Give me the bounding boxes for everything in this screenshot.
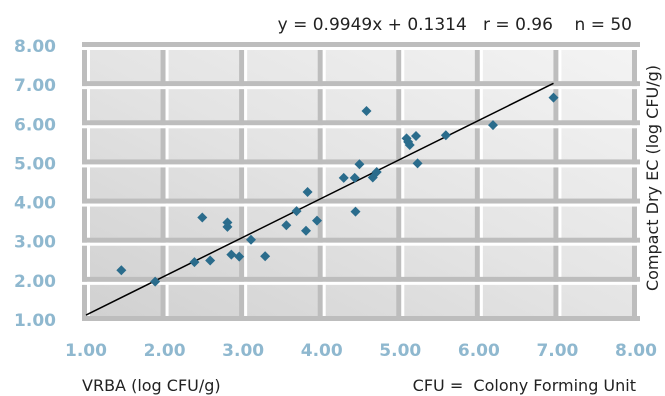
- gridline-vertical-shadow: [160, 46, 166, 322]
- gridline-vertical: [165, 46, 169, 322]
- y-tick-label: 4.00: [14, 194, 56, 214]
- data-points: [116, 92, 559, 287]
- gridline-horizontal-shadow: [82, 42, 640, 47]
- regression-stats: y = 0.9949x + 0.1314 r = 0.96 n = 50: [278, 15, 632, 35]
- gridline-vertical-shadow: [82, 46, 87, 322]
- data-point: [234, 251, 245, 262]
- y-tick-label: 1.00: [14, 311, 56, 331]
- y-tick-label: 5.00: [14, 154, 56, 174]
- x-tick-label: 1.00: [65, 341, 107, 361]
- gridline-horizontal: [82, 281, 640, 285]
- data-point: [226, 249, 237, 260]
- gridline-horizontal-shadow: [82, 237, 640, 243]
- data-point: [312, 215, 322, 226]
- data-point: [301, 225, 311, 236]
- data-point: [291, 206, 302, 217]
- gridline-vertical: [87, 46, 90, 322]
- x-tick-label: 7.00: [536, 341, 578, 361]
- data-point: [440, 130, 451, 141]
- gridline-vertical-shadow: [396, 46, 402, 322]
- footnote: CFU = Colony Forming Unit: [413, 376, 636, 395]
- gridline-horizontal: [82, 86, 640, 90]
- gridline-vertical: [401, 46, 405, 322]
- gridline-vertical: [637, 46, 640, 322]
- y-axis-label: Compact Dry EC (log CFU/g): [643, 65, 662, 291]
- gridline-vertical-shadow: [474, 46, 480, 322]
- data-point: [371, 167, 382, 178]
- gridline-vertical-shadow: [632, 46, 637, 322]
- x-tick-label: 5.00: [379, 341, 421, 361]
- y-tick-label: 6.00: [14, 115, 56, 135]
- data-point: [338, 172, 349, 183]
- gridline-horizontal: [82, 242, 640, 246]
- data-point: [412, 158, 423, 169]
- gridline-horizontal: [82, 203, 640, 207]
- x-tick-label: 2.00: [144, 341, 186, 361]
- y-tick-label: 3.00: [14, 233, 56, 253]
- x-tick-label: 6.00: [458, 341, 500, 361]
- x-tick-label: 3.00: [222, 341, 264, 361]
- data-point: [404, 140, 415, 151]
- gridline-vertical: [558, 46, 562, 322]
- data-point: [302, 187, 313, 198]
- gridline-horizontal: [82, 125, 640, 129]
- gridline-vertical-shadow: [239, 46, 245, 322]
- regression-line: [85, 82, 554, 316]
- gridline-vertical-shadow: [317, 46, 323, 322]
- data-point: [197, 212, 208, 223]
- gridline-horizontal: [82, 321, 640, 324]
- plot-area: [82, 46, 639, 321]
- data-point: [189, 257, 200, 268]
- gridline-horizontal-shadow: [82, 81, 640, 87]
- x-tick-label: 8.00: [615, 341, 657, 361]
- data-point: [488, 120, 498, 131]
- data-point: [222, 221, 233, 232]
- gridline-horizontal: [82, 47, 640, 50]
- data-point: [548, 92, 559, 103]
- y-tick-labels: 1.00 2.00 3.00 4.00 5.00 6.00 7.00 8.00: [14, 37, 56, 331]
- y-tick-label: 7.00: [14, 76, 56, 96]
- gridline-vertical-shadow: [553, 46, 559, 322]
- x-axis-label: VRBA (log CFU/g): [82, 376, 221, 395]
- data-point: [361, 105, 372, 116]
- data-point: [150, 276, 161, 287]
- x-tick-label: 4.00: [301, 341, 343, 361]
- gridline-vertical: [244, 46, 248, 322]
- data-point: [411, 131, 421, 142]
- data-point: [350, 206, 361, 217]
- gridline-horizontal-shadow: [82, 120, 640, 126]
- data-point: [349, 172, 360, 183]
- x-tick-labels: 1.00 2.00 3.00 4.00 5.00 6.00 7.00 8.00: [65, 341, 657, 361]
- gridline-horizontal-shadow: [82, 316, 640, 321]
- y-tick-label: 8.00: [14, 37, 56, 57]
- data-point: [116, 265, 127, 276]
- data-point: [354, 159, 365, 170]
- y-tick-label: 2.00: [14, 272, 56, 292]
- gridline-horizontal-shadow: [82, 276, 640, 282]
- data-point: [246, 234, 256, 245]
- data-point: [260, 251, 271, 262]
- data-point: [205, 255, 216, 266]
- gridline-horizontal-shadow: [82, 198, 640, 204]
- gridline-vertical: [322, 46, 326, 322]
- data-point: [281, 220, 292, 231]
- gridline-vertical: [479, 46, 483, 322]
